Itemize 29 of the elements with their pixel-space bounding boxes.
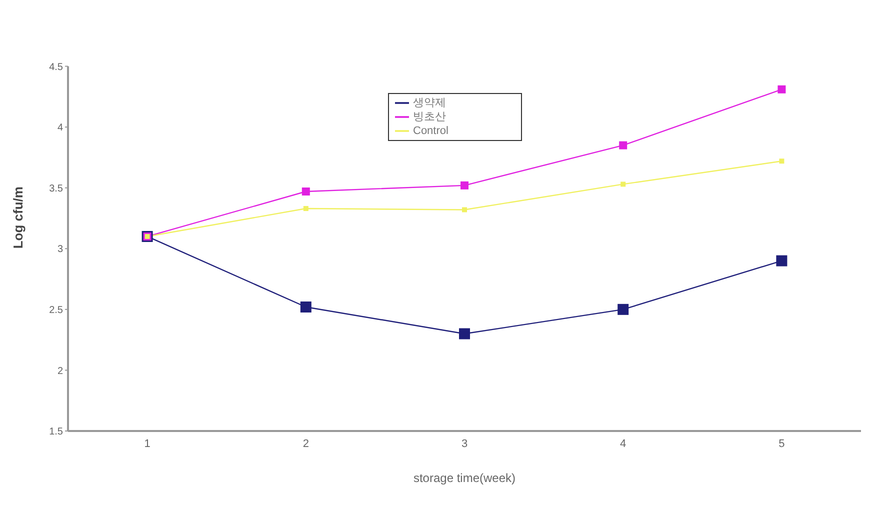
- legend-label: 빙초산: [413, 111, 446, 124]
- y-tick-label: 3: [57, 244, 64, 256]
- point: [776, 255, 788, 266]
- y-tick-label: 3.5: [49, 183, 64, 194]
- x-axis-title: storage time(week): [413, 471, 516, 485]
- point: [462, 207, 467, 212]
- y-axis-title: Log cfu/m: [10, 186, 26, 249]
- point: [302, 188, 310, 196]
- x-tick-label: 3: [461, 438, 468, 450]
- point: [460, 181, 468, 190]
- point: [779, 158, 784, 164]
- y-tick-label: 4.5: [49, 62, 64, 73]
- x-tick-label: 1: [144, 438, 150, 450]
- y-tick-label: 1.5: [49, 426, 64, 438]
- legend-label: 생약제: [413, 97, 446, 109]
- x-tick-label: 2: [302, 438, 309, 450]
- point: [303, 206, 308, 212]
- point: [620, 182, 626, 187]
- y-tick-label: 2: [57, 366, 64, 377]
- point: [619, 141, 628, 150]
- point: [459, 328, 470, 340]
- point: [778, 85, 786, 94]
- point: [618, 304, 629, 315]
- y-tick-label: 2.5: [49, 304, 64, 316]
- y-tick-label: 4: [57, 122, 64, 134]
- legend-label: Control: [413, 125, 448, 138]
- x-tick-label: 4: [620, 438, 626, 450]
- point: [300, 301, 312, 312]
- x-tick-label: 5: [778, 438, 785, 450]
